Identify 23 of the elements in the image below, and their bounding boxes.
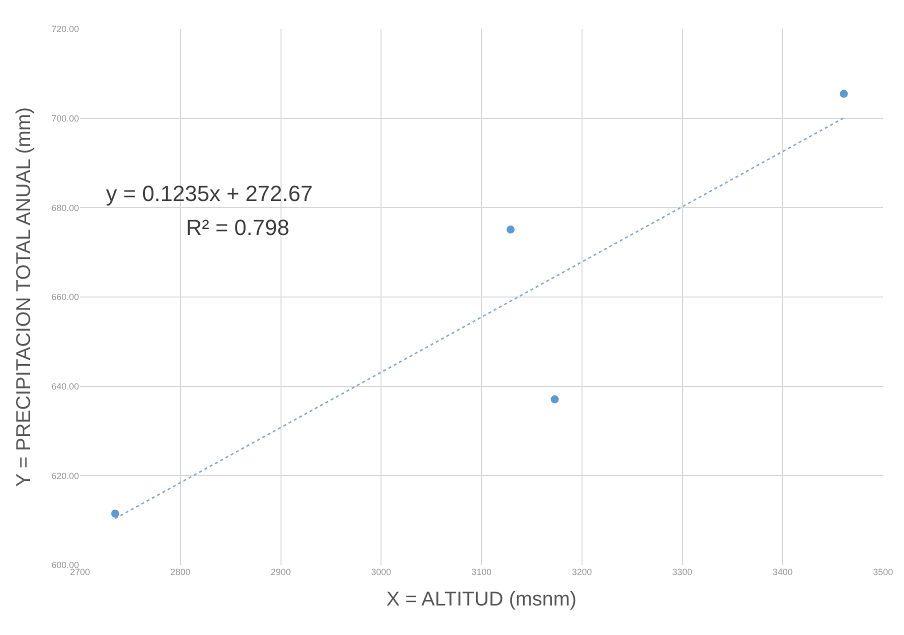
x-axis-title: X = ALTITUD (msnm) <box>386 588 577 610</box>
point <box>840 90 848 98</box>
x-tick-label: 2900 <box>270 567 291 577</box>
y-tick-label: 660.00 <box>51 292 79 302</box>
y-tick-label: 620.00 <box>51 470 79 481</box>
x-tick-label: 2700 <box>70 567 90 577</box>
y-tick-label: 720.00 <box>51 24 79 34</box>
x-tick-label: 3000 <box>371 567 392 577</box>
point <box>111 510 120 518</box>
point <box>506 226 515 234</box>
y-tick-label: 680.00 <box>51 202 79 213</box>
x-tick-label: 3300 <box>672 567 692 577</box>
y-tick-label: 640.00 <box>51 381 79 392</box>
x-tick-label: 3400 <box>772 567 793 577</box>
annotation: R² = 0.798 <box>186 215 290 240</box>
x-tick-label: 3200 <box>572 567 592 577</box>
annotation: y = 0.1235x + 272.67 <box>106 181 313 206</box>
y-tick-label: 700.00 <box>51 113 79 124</box>
x-tick-label: 2800 <box>170 567 190 577</box>
point <box>550 395 559 404</box>
y-axis-title: Y = PRECIPITACION TOTAL ANUAL (mm) <box>12 107 35 487</box>
x-tick-label: 3100 <box>471 567 492 577</box>
x-tick-label: 3500 <box>872 567 894 577</box>
